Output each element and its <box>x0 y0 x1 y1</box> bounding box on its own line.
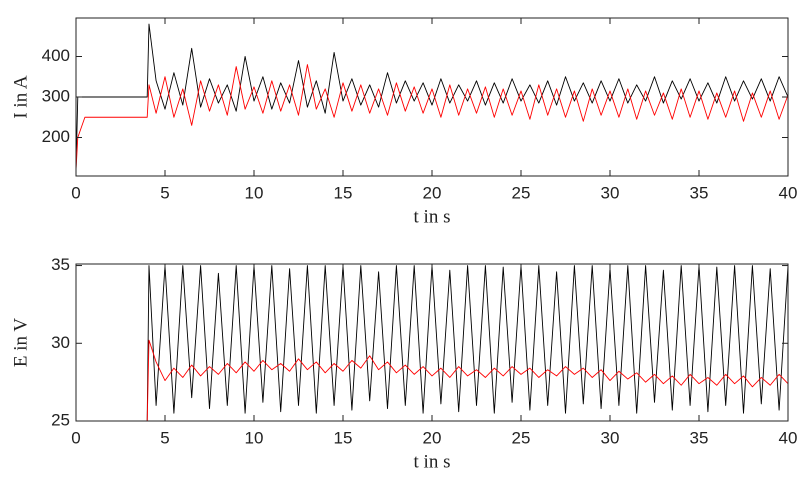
x-tick-label: 40 <box>779 183 798 202</box>
y-tick-label: 300 <box>42 86 70 105</box>
y-tick-label: 30 <box>51 333 70 352</box>
data-line <box>75 23 789 170</box>
x-tick-label: 10 <box>245 183 264 202</box>
y-tick-label: 200 <box>42 127 70 146</box>
x-tick-label: 30 <box>601 183 620 202</box>
x-tick-label: 5 <box>160 428 169 447</box>
data-line <box>76 339 789 422</box>
x-tick-label: 15 <box>334 183 353 202</box>
x-tick-label: 5 <box>160 183 169 202</box>
x-tick-label: 0 <box>71 428 80 447</box>
data-line <box>75 64 789 170</box>
x-axis-label: t in s <box>414 451 451 472</box>
x-tick-label: 20 <box>423 183 442 202</box>
x-tick-label: 10 <box>245 428 264 447</box>
x-tick-label: 15 <box>334 428 353 447</box>
y-axis-label: I in A <box>10 75 31 119</box>
y-tick-label: 35 <box>51 255 70 274</box>
x-tick-label: 35 <box>690 183 709 202</box>
plot-area <box>76 18 788 176</box>
plot-area <box>76 264 788 421</box>
x-tick-label: 25 <box>512 183 531 202</box>
y-tick-label: 25 <box>51 410 70 429</box>
x-tick-label: 35 <box>690 428 709 447</box>
x-tick-label: 30 <box>601 428 620 447</box>
x-tick-label: 20 <box>423 428 442 447</box>
y-axis-label: E in V <box>10 318 31 368</box>
data-line <box>76 265 789 422</box>
x-tick-label: 0 <box>71 183 80 202</box>
x-tick-label: 40 <box>779 428 798 447</box>
x-axis-label: t in s <box>414 206 451 227</box>
y-tick-label: 400 <box>42 46 70 65</box>
x-tick-label: 25 <box>512 428 531 447</box>
